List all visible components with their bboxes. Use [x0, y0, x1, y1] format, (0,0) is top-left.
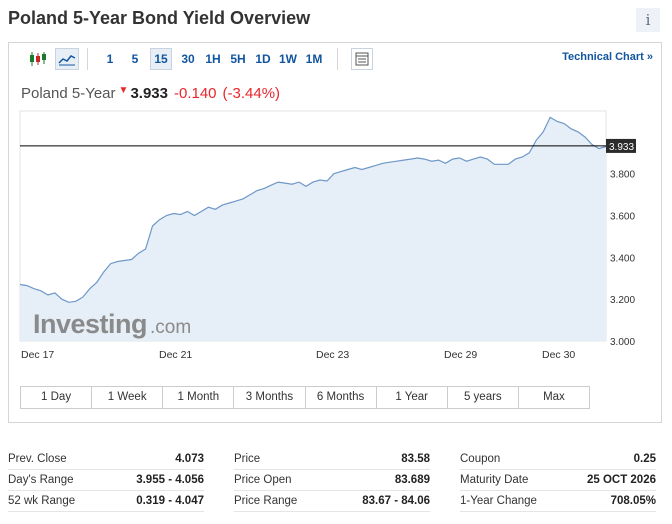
- stat-price: Price 83.58: [234, 449, 430, 470]
- range-1-week[interactable]: 1 Week: [92, 387, 164, 408]
- stat-value: 708.05%: [610, 495, 656, 507]
- stat-label: Prev. Close: [8, 453, 67, 465]
- candlestick-icon[interactable]: [27, 48, 49, 70]
- interval-1m[interactable]: 1M: [305, 52, 323, 66]
- stat-value: 4.073: [175, 453, 204, 465]
- current-value-label: 3.933: [609, 142, 634, 153]
- interval-30[interactable]: 30: [181, 52, 195, 66]
- range-max[interactable]: Max: [543, 391, 565, 403]
- stat-label: Price Range: [234, 495, 298, 507]
- technical-chart-label: Technical Chart: [562, 51, 644, 63]
- double-chevron-right-icon: »: [646, 51, 653, 63]
- page-title: Poland 5-Year Bond Yield Overview: [8, 8, 311, 28]
- stat-label: Maturity Date: [460, 474, 529, 486]
- yield-chart[interactable]: 3.933 3.000 3.200 3.400 3.600 3.800 Dec 17 Dec …: [9, 43, 661, 383]
- stat-days-range: Day's Range 3.955 - 4.056: [8, 470, 204, 491]
- stat-coupon: Coupon 0.25: [460, 449, 656, 470]
- stat-value: 3.955 - 4.056: [136, 474, 204, 486]
- y-tick-label: 3.000: [610, 337, 635, 348]
- stat-52wk-range: 52 wk Range 0.319 - 4.047: [8, 491, 204, 512]
- watermark-logo: Investing: [33, 309, 147, 339]
- stat-value: 25 OCT 2026: [586, 474, 656, 486]
- last-price: 3.933: [130, 85, 168, 102]
- watermark-domain: .com: [150, 317, 191, 338]
- stat-1-year-change: 1-Year Change 708.05%: [460, 491, 656, 512]
- stat-price-open: Price Open 83.689: [234, 470, 430, 491]
- quote-summary: Poland 5-Year ▼ 3.933 -0.140 (-3.44%): [21, 85, 280, 102]
- page-header: Poland 5-Year Bond Yield Overview i: [0, 0, 672, 38]
- yield-area: [20, 117, 606, 341]
- current-value-badge: [606, 138, 636, 153]
- stat-label: Price: [234, 453, 261, 465]
- stat-value: 83.58: [401, 453, 430, 465]
- stat-value: 83.67 - 84.06: [362, 495, 430, 507]
- toolbar-separator: [87, 48, 88, 70]
- stat-label: Coupon: [460, 453, 501, 465]
- range-1-day[interactable]: 1 Day: [21, 387, 93, 408]
- range-1-month[interactable]: 1 Month: [163, 387, 235, 408]
- interval-5[interactable]: 5: [131, 52, 139, 66]
- stat-price-range: Price Range 83.67 - 84.06: [234, 491, 430, 512]
- x-tick-label: Dec 23: [316, 349, 349, 361]
- price-change-percent: (-3.44%): [222, 85, 281, 102]
- interval-1d[interactable]: 1D: [255, 52, 271, 66]
- interval-1h[interactable]: 1H: [205, 52, 221, 66]
- instrument-name: Poland 5-Year: [21, 85, 116, 102]
- stat-prev-close: Prev. Close 4.073: [8, 449, 204, 470]
- x-tick-label: Dec 29: [444, 349, 477, 361]
- x-tick-label: Dec 17: [21, 349, 54, 361]
- interval-1w[interactable]: 1W: [279, 52, 297, 66]
- interval-15[interactable]: 15: [150, 48, 172, 70]
- stat-maturity-date: Maturity Date 25 OCT 2026: [460, 470, 656, 491]
- range-selector: 1 Day 1 Week 1 Month 3 Months 6 Months 1…: [20, 386, 590, 409]
- y-tick-label: 3.200: [610, 295, 635, 306]
- stat-label: Day's Range: [8, 474, 74, 486]
- x-tick-label: Dec 30: [542, 349, 575, 361]
- stat-label: 1-Year Change: [460, 495, 537, 507]
- info-icon[interactable]: i: [636, 8, 660, 32]
- toolbar-separator: [337, 48, 338, 70]
- y-tick-label: 3.400: [610, 253, 635, 264]
- line-chart-icon[interactable]: [55, 48, 79, 70]
- x-tick-label: Dec 21: [159, 349, 192, 361]
- stat-value: 83.689: [394, 474, 430, 486]
- y-tick-label: 3.600: [610, 212, 635, 223]
- chart-toolbar: 1 5 15 30 1H 5H 1D 1W 1M Technical Chart…: [9, 43, 661, 75]
- stat-label: Price Open: [234, 474, 292, 486]
- stat-value: 0.319 - 4.047: [136, 495, 204, 507]
- table-icon[interactable]: [351, 48, 373, 70]
- range-5-years[interactable]: 5 years: [448, 387, 519, 408]
- y-tick-label: 3.800: [610, 170, 635, 181]
- range-1-year[interactable]: 1 Year: [377, 387, 448, 408]
- interval-1[interactable]: 1: [106, 52, 114, 66]
- interval-5h[interactable]: 5H: [230, 52, 246, 66]
- chart-panel: 1 5 15 30 1H 5H 1D 1W 1M Technical Chart…: [8, 42, 662, 423]
- stat-label: 52 wk Range: [8, 495, 76, 507]
- technical-chart-link[interactable]: Technical Chart »: [562, 51, 653, 63]
- range-6-months[interactable]: 6 Months: [306, 387, 377, 408]
- yield-line: [19, 116, 607, 303]
- price-change: -0.140: [173, 85, 217, 102]
- range-3-months[interactable]: 3 Months: [234, 387, 306, 408]
- stat-value: 0.25: [633, 453, 656, 465]
- down-arrow-icon: ▼: [118, 85, 129, 96]
